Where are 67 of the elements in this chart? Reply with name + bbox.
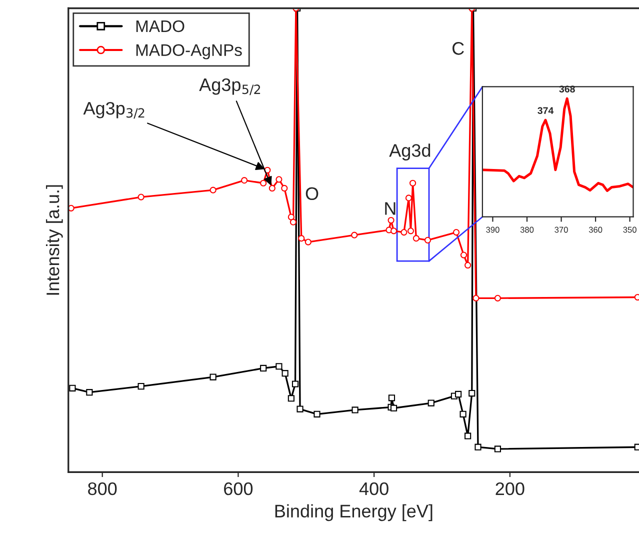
point xyxy=(210,374,216,380)
point xyxy=(388,394,396,402)
point xyxy=(288,214,294,220)
point xyxy=(210,186,216,194)
x-tick-label: 380 xyxy=(520,226,534,233)
annotation: C xyxy=(452,42,464,55)
point xyxy=(276,363,282,370)
point xyxy=(86,389,93,396)
point xyxy=(260,364,267,372)
point xyxy=(474,444,482,450)
point xyxy=(412,235,420,242)
point xyxy=(452,229,460,236)
x-tick-label: 360 xyxy=(588,226,602,233)
x-tick-label: 400 xyxy=(359,482,388,496)
point xyxy=(400,229,408,236)
annotation: N xyxy=(385,202,396,215)
x-tick-label: 350 xyxy=(623,226,636,233)
x-tick-label: 800 xyxy=(88,482,117,496)
x-axis-title: Binding Energy [eV] xyxy=(275,504,432,522)
point xyxy=(138,383,144,390)
point xyxy=(268,184,276,192)
point xyxy=(290,218,297,226)
point xyxy=(460,410,466,418)
point xyxy=(405,194,412,202)
point xyxy=(351,232,358,238)
annotation: 374 xyxy=(538,107,554,114)
legend-label: MADO-AgNPs xyxy=(136,44,242,60)
point xyxy=(304,238,312,246)
point xyxy=(472,294,480,302)
annotation: O xyxy=(306,187,318,200)
annotation: Ag3d xyxy=(389,144,430,160)
point xyxy=(260,180,267,186)
annotation: Ag3p$_{5/2}$ xyxy=(199,78,260,96)
point xyxy=(388,216,394,224)
point xyxy=(455,390,462,398)
point xyxy=(314,410,320,418)
point xyxy=(407,228,414,234)
point xyxy=(296,406,304,412)
point xyxy=(390,228,398,234)
point xyxy=(468,390,476,397)
annotation: Ag3p$_{3/2}$ xyxy=(83,102,144,119)
point xyxy=(281,184,288,192)
point xyxy=(460,252,468,258)
point xyxy=(288,395,294,402)
x-tick-label: 390 xyxy=(486,226,500,233)
legend-label: MADO xyxy=(136,20,184,32)
x-tick-label: 200 xyxy=(496,482,524,496)
point xyxy=(298,235,305,242)
point xyxy=(68,204,74,212)
point xyxy=(276,176,282,183)
point xyxy=(69,384,76,392)
x-tick-label: 370 xyxy=(554,226,568,233)
point xyxy=(494,294,501,302)
point xyxy=(464,432,472,440)
point xyxy=(138,194,144,200)
point xyxy=(428,400,434,406)
point xyxy=(282,370,288,377)
x-tick-label: 600 xyxy=(224,482,253,496)
point xyxy=(409,180,416,186)
point xyxy=(390,404,398,412)
point xyxy=(292,380,299,388)
point xyxy=(424,236,432,244)
y-axis-title: Intensity [a.u.] xyxy=(46,185,63,295)
point xyxy=(494,446,501,452)
point xyxy=(464,262,472,269)
point xyxy=(241,177,248,184)
point xyxy=(352,406,358,414)
